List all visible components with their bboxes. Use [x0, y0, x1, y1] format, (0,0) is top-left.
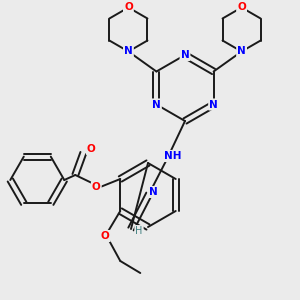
- Text: NH: NH: [164, 151, 182, 161]
- Text: O: O: [124, 2, 133, 13]
- Text: N: N: [152, 100, 161, 110]
- Text: H: H: [135, 226, 143, 236]
- Text: N: N: [237, 46, 246, 56]
- Text: O: O: [87, 144, 96, 154]
- Text: N: N: [148, 187, 158, 197]
- Text: N: N: [124, 46, 133, 56]
- Text: O: O: [92, 182, 101, 192]
- Text: N: N: [209, 100, 218, 110]
- Text: O: O: [237, 2, 246, 13]
- Text: N: N: [181, 50, 189, 60]
- Text: O: O: [101, 231, 110, 241]
